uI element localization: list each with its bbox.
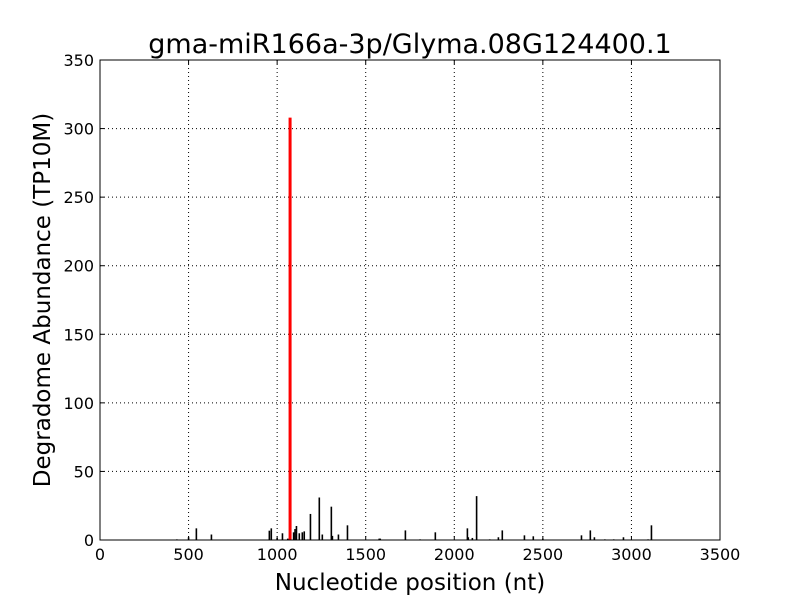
x-tick-label: 2500 [522, 545, 563, 564]
y-tick-label: 100 [63, 394, 94, 413]
chart-title: gma-miR166a-3p/Glyma.08G124400.1 [148, 29, 671, 60]
x-axis-label: Nucleotide position (nt) [275, 570, 545, 596]
y-tick-label: 0 [84, 531, 94, 550]
grid [100, 60, 720, 540]
bars [176, 117, 653, 540]
x-tick-label: 1000 [257, 545, 298, 564]
y-tick-label: 300 [63, 120, 94, 139]
ticks: 0 500 1000 1500 2000 2500 3000 3500 0 50 100 150 200… [63, 51, 740, 564]
y-tick-label: 150 [63, 325, 94, 344]
y-axis-label: Degradome Abundance (TP10M) [30, 113, 56, 487]
x-tick-label: 0 [95, 545, 105, 564]
x-tick-label: 1500 [345, 545, 386, 564]
y-tick-label: 350 [63, 51, 94, 70]
y-tick-label: 250 [63, 188, 94, 207]
x-tick-label: 3000 [611, 545, 652, 564]
x-tick-label: 3500 [700, 545, 741, 564]
x-tick-label: 500 [173, 545, 204, 564]
plot-frame [99, 59, 721, 541]
y-tick-label: 50 [74, 462, 94, 481]
y-tick-label: 200 [63, 257, 94, 276]
x-tick-label: 2000 [434, 545, 475, 564]
